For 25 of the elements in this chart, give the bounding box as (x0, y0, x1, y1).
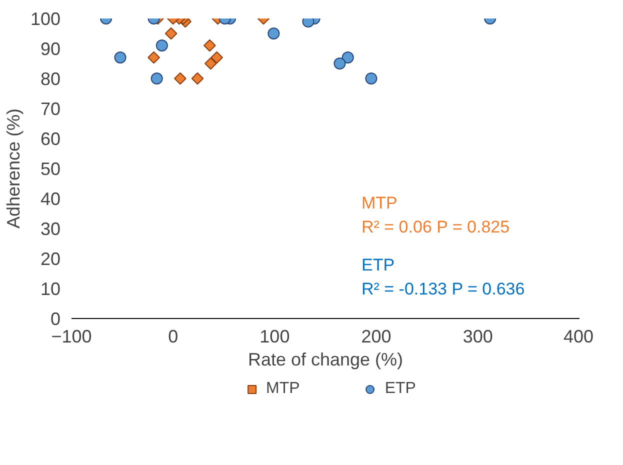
annotation: MTP (362, 194, 398, 212)
y-tick-label: 20 (40, 249, 61, 269)
x-tick-label: 300 (462, 326, 493, 346)
annotation: R² = 0.06 P = 0.825 (362, 218, 510, 236)
y-tick-label: 30 (40, 219, 61, 239)
y-tick-label: 90 (40, 39, 61, 59)
y-tick-label: 40 (40, 189, 61, 209)
y-tick-label: 10 (40, 279, 61, 299)
legend-label: MTP (266, 380, 300, 398)
annotation: R² = -0.133 P = 0.636 (362, 280, 525, 298)
y-axis-title: Adherence (%) (3, 108, 24, 229)
annotation: ETP (362, 256, 395, 274)
x-tick-label: 200 (361, 326, 392, 346)
x-axis-title: Rate of change (%) (248, 350, 404, 370)
y-tick-label: 70 (40, 99, 61, 119)
x-tick-label: −100 (51, 326, 92, 346)
x-tick-label: 0 (168, 326, 178, 346)
y-tick-label: 60 (40, 129, 61, 149)
y-tick-label: 50 (40, 159, 61, 179)
x-tick-label: 100 (260, 326, 290, 346)
legend-label: ETP (384, 380, 416, 398)
y-tick-label: 80 (40, 69, 61, 89)
y-tick-label: 0 (50, 309, 61, 329)
y-tick-label: 100 (30, 9, 61, 29)
x-tick-label: 400 (563, 326, 594, 346)
